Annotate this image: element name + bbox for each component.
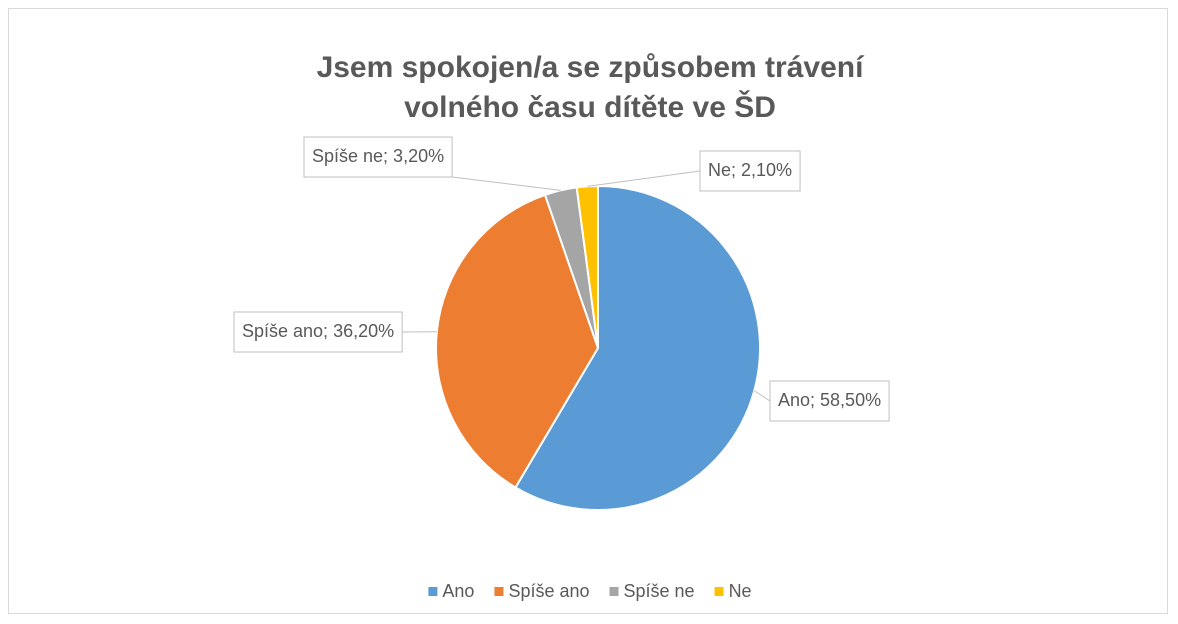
legend-marker: [714, 587, 724, 596]
data-label: Ne; 2,10%: [708, 160, 792, 180]
legend-marker: [494, 587, 504, 596]
legend-marker: [428, 587, 438, 596]
label-box: [303, 136, 453, 178]
label-box: [769, 380, 890, 422]
leader-line: [452, 176, 561, 191]
legend-label: Spíše ano: [508, 581, 589, 601]
data-label: Spíše ano; 36,20%: [242, 321, 394, 341]
legend-marker: [609, 587, 619, 596]
pie-slice: [514, 184, 761, 511]
label-box: [699, 150, 801, 192]
pie-slice: [435, 193, 600, 489]
data-label: Ano; 58,50%: [778, 390, 881, 410]
legend-label: Ne: [729, 581, 752, 601]
chart-title: Jsem spokojen/a se způsobem trávení voln…: [316, 51, 864, 124]
legend-label: Ano: [442, 581, 474, 601]
leader-line: [587, 170, 701, 187]
data-label: Spíše ne; 3,20%: [312, 146, 444, 166]
leader-line: [753, 390, 771, 402]
chart-frame: [8, 8, 1168, 614]
label-box: [233, 311, 403, 353]
legend-label: Spíše ne: [624, 581, 695, 601]
